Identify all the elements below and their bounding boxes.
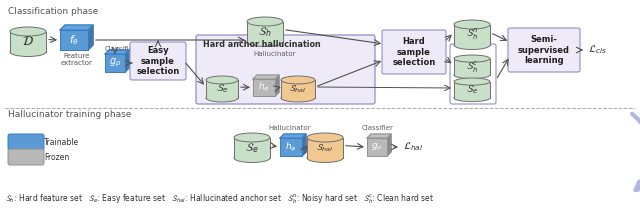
Text: $\mathcal{S}_h$: $\mathcal{S}_h$ (258, 25, 272, 39)
FancyBboxPatch shape (60, 30, 88, 50)
Ellipse shape (307, 154, 343, 163)
Text: Classification phase: Classification phase (8, 7, 99, 16)
Polygon shape (307, 138, 343, 158)
FancyBboxPatch shape (280, 138, 302, 156)
Ellipse shape (454, 94, 490, 102)
Text: Hallucinator: Hallucinator (269, 125, 311, 131)
Polygon shape (10, 31, 46, 52)
Ellipse shape (454, 20, 490, 29)
Text: Trainable: Trainable (44, 138, 79, 147)
Text: Semi-
supervised
learning: Semi- supervised learning (518, 35, 570, 65)
Text: Easy
sample
selection: Easy sample selection (136, 46, 180, 76)
Polygon shape (275, 75, 279, 96)
Polygon shape (454, 24, 490, 45)
Text: Hallucinator training phase: Hallucinator training phase (8, 110, 131, 119)
Text: $\mathcal{L}_{hal}$: $\mathcal{L}_{hal}$ (403, 141, 423, 153)
Text: Frozen: Frozen (44, 152, 69, 161)
Polygon shape (234, 138, 270, 158)
FancyBboxPatch shape (8, 134, 44, 150)
Text: $g_\rho$: $g_\rho$ (371, 141, 383, 152)
Text: $f_\theta$: $f_\theta$ (69, 33, 79, 47)
Ellipse shape (10, 48, 46, 57)
Text: $\mathcal{S}_h^n$: $\mathcal{S}_h^n$ (466, 27, 478, 42)
Ellipse shape (454, 40, 490, 50)
Ellipse shape (454, 55, 490, 62)
Text: $h_\varphi$: $h_\varphi$ (258, 81, 270, 94)
Text: Hallucinator: Hallucinator (253, 51, 296, 57)
FancyBboxPatch shape (382, 30, 446, 74)
Text: $\mathcal{S}_h$: Hard feature set   $\mathcal{S}_e$: Easy feature set   $\mathca: $\mathcal{S}_h$: Hard feature set $\math… (5, 192, 435, 206)
Polygon shape (247, 22, 283, 42)
FancyBboxPatch shape (253, 79, 275, 96)
FancyArrowPatch shape (632, 114, 640, 190)
Polygon shape (206, 80, 238, 98)
Text: Classifier: Classifier (362, 125, 394, 131)
FancyBboxPatch shape (196, 35, 375, 104)
Ellipse shape (454, 72, 490, 79)
Ellipse shape (281, 76, 315, 84)
Text: $g_\rho$: $g_\rho$ (109, 57, 121, 69)
Polygon shape (307, 138, 343, 158)
Polygon shape (280, 134, 306, 138)
Text: Classifier: Classifier (105, 46, 137, 52)
Polygon shape (367, 134, 391, 138)
FancyBboxPatch shape (367, 138, 387, 156)
Polygon shape (454, 24, 490, 45)
Polygon shape (253, 75, 279, 79)
FancyBboxPatch shape (8, 149, 44, 165)
FancyBboxPatch shape (130, 42, 186, 80)
Text: $h_\varphi$: $h_\varphi$ (285, 140, 297, 154)
Text: $\mathcal{S}_e$: $\mathcal{S}_e$ (216, 82, 228, 95)
Text: $\mathcal{S}_e$: $\mathcal{S}_e$ (245, 141, 259, 155)
Polygon shape (234, 138, 270, 158)
Ellipse shape (206, 94, 238, 102)
Ellipse shape (234, 154, 270, 163)
Polygon shape (281, 80, 315, 98)
Ellipse shape (307, 133, 343, 142)
Text: Feature
extractor: Feature extractor (61, 53, 92, 66)
Polygon shape (281, 80, 315, 98)
Polygon shape (454, 59, 490, 75)
Ellipse shape (281, 94, 315, 102)
Text: $\mathcal{S}_h^c$: $\mathcal{S}_h^c$ (466, 59, 478, 75)
Text: Hard
sample
selection: Hard sample selection (392, 37, 436, 67)
Polygon shape (206, 80, 238, 98)
Polygon shape (125, 50, 129, 72)
Ellipse shape (247, 37, 283, 46)
Ellipse shape (454, 78, 490, 85)
Ellipse shape (247, 17, 283, 26)
FancyBboxPatch shape (508, 28, 580, 72)
Polygon shape (88, 25, 93, 50)
Text: $\mathcal{S}_{hal}$: $\mathcal{S}_{hal}$ (316, 142, 333, 154)
Text: $\mathcal{S}_e$: $\mathcal{S}_e$ (466, 83, 478, 96)
Polygon shape (454, 82, 490, 98)
Polygon shape (454, 82, 490, 98)
Polygon shape (247, 22, 283, 42)
Polygon shape (387, 134, 391, 156)
Polygon shape (454, 59, 490, 75)
Polygon shape (302, 134, 306, 156)
Text: Hard anchor hallucination: Hard anchor hallucination (203, 40, 321, 49)
FancyBboxPatch shape (105, 54, 125, 72)
Ellipse shape (10, 27, 46, 36)
Polygon shape (60, 25, 93, 30)
Ellipse shape (234, 133, 270, 142)
Text: $\mathcal{S}_{hal}$: $\mathcal{S}_{hal}$ (289, 83, 307, 95)
Polygon shape (105, 50, 129, 54)
Polygon shape (10, 31, 46, 52)
Text: $\mathcal{L}_{cls}$: $\mathcal{L}_{cls}$ (588, 44, 607, 56)
Text: $\mathcal{D}$: $\mathcal{D}$ (22, 35, 34, 48)
Ellipse shape (206, 76, 238, 84)
